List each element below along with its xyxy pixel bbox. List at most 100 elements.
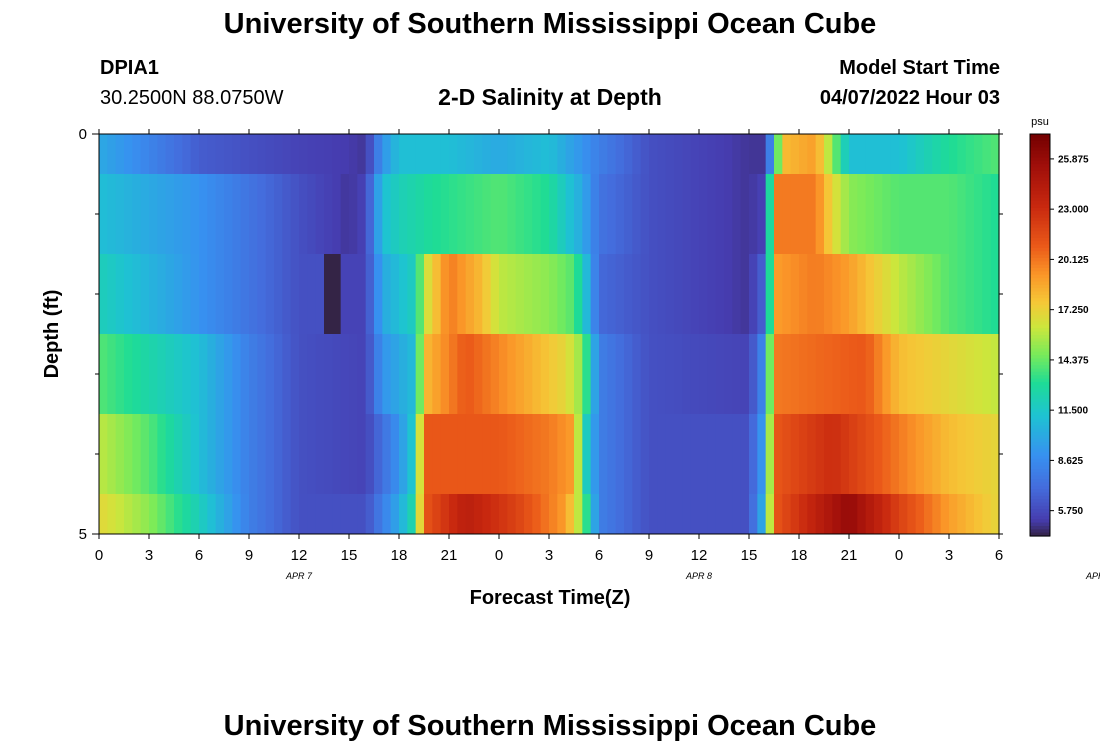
- heatmap-cell: [182, 254, 192, 334]
- heatmap-cell: [490, 494, 500, 534]
- colorbar-tick-label: 8.625: [1058, 456, 1083, 467]
- colorbar-segment: [1030, 144, 1050, 148]
- heatmap-cell: [265, 134, 275, 174]
- colorbar-tick-label: 23.000: [1058, 205, 1089, 216]
- heatmap-cell: [599, 174, 608, 254]
- heatmap-cell: [349, 334, 358, 414]
- heatmap-cell: [815, 414, 825, 494]
- heatmap-cell: [990, 174, 1000, 254]
- heatmap-cell: [507, 174, 517, 254]
- heatmap-cell: [932, 134, 942, 174]
- heatmap-cell: [165, 254, 175, 334]
- heatmap-cell: [965, 334, 975, 414]
- heatmap-cell: [707, 174, 717, 254]
- colorbar-segment: [1030, 197, 1050, 202]
- heatmap-cell: [707, 254, 717, 334]
- colorbar-tick-label: 5.750: [1058, 506, 1083, 517]
- heatmap-cell: [957, 494, 967, 534]
- heatmap-cell: [657, 174, 667, 254]
- heatmap-cell: [890, 174, 900, 254]
- heatmap-cell: [415, 134, 425, 174]
- heatmap-cell: [207, 254, 217, 334]
- heatmap-cell: [407, 414, 417, 494]
- heatmap-cell: [649, 134, 658, 174]
- heatmap-cell: [274, 134, 283, 174]
- heatmap-cell: [332, 334, 342, 414]
- colorbar-segment: [1030, 167, 1050, 172]
- heatmap-cell: [249, 334, 258, 414]
- heatmap-cell: [124, 174, 133, 254]
- colorbar-segment: [1030, 134, 1050, 138]
- x-tick-label: 3: [145, 547, 153, 564]
- colorbar-segment: [1030, 351, 1050, 356]
- heatmap-cell: [957, 414, 967, 494]
- colorbar-segment: [1030, 301, 1050, 306]
- colorbar-segment: [1030, 204, 1050, 209]
- heatmap-cell: [874, 494, 883, 534]
- heatmap-cell: [540, 254, 550, 334]
- heatmap-cell: [565, 414, 575, 494]
- colorbar-segment: [1030, 335, 1050, 339]
- heatmap-cell: [240, 334, 250, 414]
- heatmap-cell: [615, 174, 625, 254]
- heatmap-cell: [532, 414, 542, 494]
- heatmap-cell: [790, 254, 800, 334]
- heatmap-cell: [465, 254, 475, 334]
- colorbar-segment: [1030, 422, 1050, 427]
- colorbar-segment: [1030, 214, 1050, 219]
- x-tick-label: 9: [245, 547, 253, 564]
- heatmap-cell: [324, 134, 333, 174]
- heatmap-cell: [482, 494, 492, 534]
- heatmap-cell: [682, 174, 692, 254]
- heatmap-cell: [115, 414, 125, 494]
- heatmap-cell: [240, 494, 250, 534]
- heatmap-cell: [840, 174, 850, 254]
- heatmap-cell: [449, 334, 458, 414]
- colorbar-segment: [1030, 458, 1050, 463]
- heatmap-cell: [274, 334, 283, 414]
- colorbar-segment: [1030, 425, 1050, 430]
- heatmap-cell: [324, 414, 333, 494]
- heatmap-cell: [165, 494, 175, 534]
- heatmap-cell: [215, 254, 225, 334]
- colorbar-segment: [1030, 271, 1050, 276]
- heatmap-cell: [115, 174, 125, 254]
- heatmap-cell: [440, 414, 450, 494]
- heatmap-cell: [882, 414, 892, 494]
- colorbar-segment: [1030, 237, 1050, 242]
- heatmap-cell: [799, 334, 808, 414]
- colorbar-segment: [1030, 268, 1050, 272]
- heatmap-cell: [224, 134, 233, 174]
- heatmap-cell: [865, 254, 875, 334]
- colorbar-segment: [1030, 261, 1050, 266]
- heatmap-cell: [757, 334, 767, 414]
- colorbar-segment: [1030, 472, 1050, 477]
- heatmap-cell: [740, 134, 750, 174]
- heatmap-cell: [940, 414, 950, 494]
- heatmap-cell: [532, 334, 542, 414]
- heatmap-cell: [807, 334, 817, 414]
- heatmap-cell: [749, 494, 758, 534]
- heatmap-cell: [932, 174, 942, 254]
- heatmap-cell: [599, 254, 608, 334]
- heatmap-cell: [165, 174, 175, 254]
- heatmap-cell: [307, 414, 317, 494]
- heatmap-cell: [524, 334, 533, 414]
- heatmap-cell: [965, 494, 975, 534]
- colorbar-segment: [1030, 160, 1050, 165]
- colorbar-segment: [1030, 147, 1050, 152]
- heatmap-cell: [315, 254, 325, 334]
- colorbar-segment: [1030, 241, 1050, 246]
- heatmap-cell: [724, 174, 733, 254]
- heatmap-cell: [674, 494, 683, 534]
- heatmap-cell: [240, 174, 250, 254]
- heatmap-cell: [957, 134, 967, 174]
- heatmap-cell: [490, 334, 500, 414]
- heatmap-cell: [882, 134, 892, 174]
- heatmap-cell: [974, 414, 983, 494]
- heatmap-cell: [290, 254, 300, 334]
- colorbar-segment: [1030, 489, 1050, 494]
- heatmap-cell: [749, 134, 758, 174]
- heatmap-cell: [515, 134, 525, 174]
- heatmap-cell: [915, 414, 925, 494]
